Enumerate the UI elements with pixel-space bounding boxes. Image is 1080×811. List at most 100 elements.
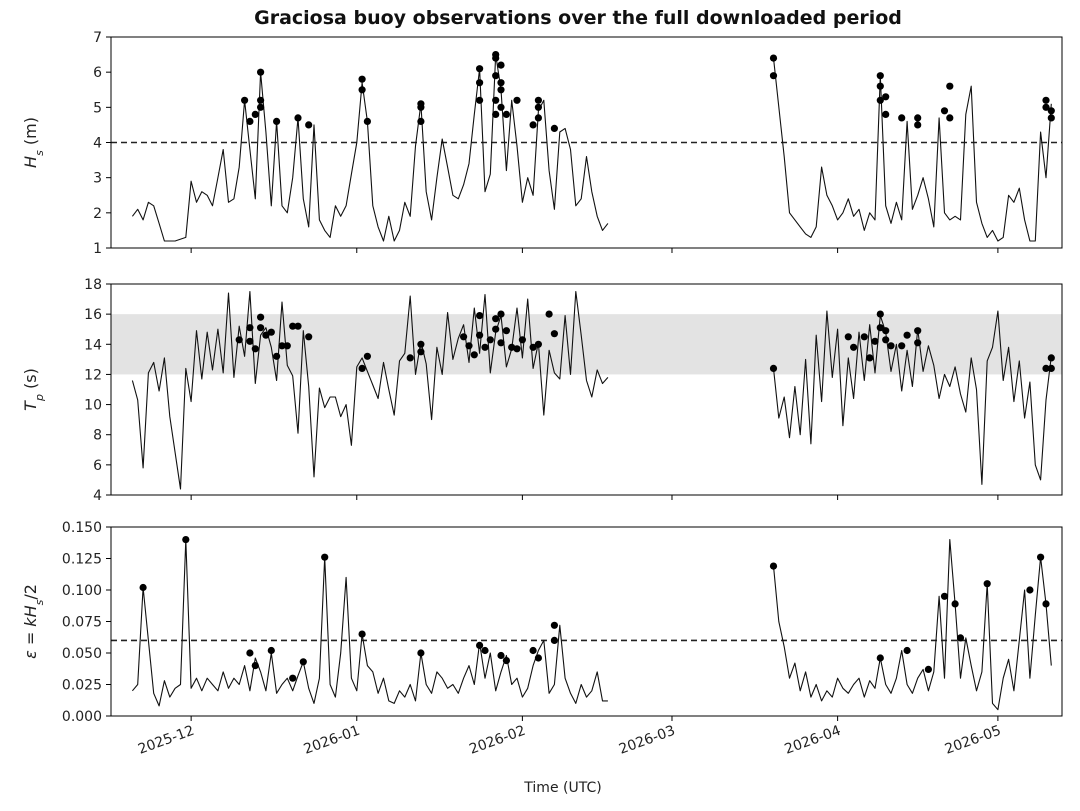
event-marker bbox=[866, 354, 874, 362]
event-marker bbox=[406, 354, 414, 362]
event-marker bbox=[470, 351, 478, 359]
event-marker bbox=[769, 562, 778, 570]
plot-frame bbox=[110, 526, 1063, 717]
x-axis-label: Time (UTC) bbox=[523, 780, 601, 796]
event-marker bbox=[289, 674, 297, 682]
event-marker bbox=[876, 310, 884, 318]
panel-peak-period: 4 6 8 10 12 14 16 18 Tp (s) bbox=[21, 277, 1063, 504]
event-marker bbox=[550, 124, 559, 132]
event-marker bbox=[946, 114, 954, 122]
y-tick-label: 12 bbox=[84, 367, 102, 383]
event-marker bbox=[903, 331, 911, 339]
event-marker bbox=[1047, 364, 1055, 372]
series-line bbox=[131, 54, 609, 242]
event-marker bbox=[460, 333, 468, 341]
y-tick-label: 0.150 bbox=[62, 520, 102, 536]
chart-title: Graciosa buoy observations over the full… bbox=[254, 7, 902, 29]
event-marker bbox=[417, 117, 425, 125]
x-tick-label: 2026-01 bbox=[302, 723, 362, 758]
event-marker bbox=[305, 121, 313, 129]
event-marker bbox=[294, 114, 302, 122]
event-marker bbox=[262, 331, 270, 339]
event-marker bbox=[251, 662, 259, 670]
y-tick-label: 4 bbox=[93, 488, 102, 504]
event-marker bbox=[502, 657, 510, 665]
y-tick-label: 6 bbox=[93, 458, 102, 474]
event-marker bbox=[497, 103, 505, 111]
event-marker bbox=[497, 310, 505, 318]
event-marker bbox=[497, 339, 505, 347]
event-marker bbox=[241, 96, 249, 104]
event-marker bbox=[946, 82, 954, 90]
event-marker bbox=[882, 110, 890, 118]
x-tick-label: 2026-03 bbox=[617, 723, 677, 758]
y-tick-label: 0.025 bbox=[62, 678, 102, 694]
plot-frame bbox=[110, 36, 1063, 249]
event-marker bbox=[876, 654, 884, 662]
event-marker bbox=[251, 345, 259, 353]
event-marker bbox=[246, 117, 254, 125]
event-marker bbox=[882, 327, 890, 335]
y-tick-label: 2 bbox=[93, 206, 102, 222]
y-tick-label: 0.000 bbox=[62, 709, 102, 725]
x-tick-label: 2026-02 bbox=[467, 723, 527, 758]
y-tick-label: 5 bbox=[93, 100, 102, 116]
event-marker bbox=[358, 86, 366, 94]
event-marker bbox=[876, 324, 884, 332]
event-marker bbox=[476, 96, 484, 104]
x-axis-ticks: 2025-12 2026-01 2026-02 2026-03 2026-04 2026-… bbox=[136, 723, 1003, 758]
event-marker bbox=[860, 333, 868, 341]
y-tick-label: 1 bbox=[93, 241, 102, 257]
event-marker bbox=[550, 330, 559, 338]
y-tick-label: 0.050 bbox=[62, 646, 102, 662]
event-marker bbox=[497, 61, 505, 69]
event-marker bbox=[417, 348, 425, 356]
event-marker bbox=[358, 75, 366, 83]
y-tick-label: 7 bbox=[93, 30, 102, 46]
event-marker bbox=[1042, 103, 1050, 111]
event-marker bbox=[871, 337, 879, 345]
x-tick-label: 2026-05 bbox=[943, 723, 1003, 758]
event-marker bbox=[882, 336, 890, 344]
event-marker bbox=[529, 121, 537, 129]
event-marker bbox=[417, 340, 425, 348]
event-marker bbox=[1026, 586, 1034, 594]
event-marker bbox=[898, 342, 906, 350]
y-tick-label: 16 bbox=[84, 307, 102, 323]
event-marker bbox=[492, 54, 500, 62]
event-marker bbox=[492, 96, 500, 104]
y-tick-label: 0.075 bbox=[62, 615, 102, 631]
panel-wave-height: 1 2 3 4 5 6 7 Hs (m) bbox=[21, 30, 1063, 257]
y-tick-label: 0.100 bbox=[62, 583, 102, 599]
event-marker bbox=[363, 352, 371, 360]
x-tick-label: 2025-12 bbox=[136, 723, 196, 758]
event-marker bbox=[1047, 114, 1055, 122]
event-marker bbox=[486, 336, 494, 344]
series-line bbox=[772, 58, 1052, 242]
event-marker bbox=[1042, 364, 1050, 372]
event-marker bbox=[545, 310, 553, 318]
series-line bbox=[131, 539, 608, 707]
event-marker bbox=[850, 343, 858, 351]
event-marker bbox=[182, 536, 190, 544]
event-marker bbox=[513, 96, 521, 104]
event-marker bbox=[534, 114, 543, 122]
event-marker bbox=[1047, 354, 1055, 362]
y-tick-label: 6 bbox=[93, 65, 102, 81]
event-marker bbox=[257, 103, 265, 111]
event-marker bbox=[417, 649, 425, 657]
event-marker bbox=[876, 82, 884, 90]
event-marker bbox=[497, 86, 505, 94]
event-marker bbox=[273, 117, 281, 125]
event-marker bbox=[246, 337, 254, 345]
event-marker bbox=[769, 54, 778, 62]
event-marker bbox=[769, 72, 778, 80]
event-marker bbox=[246, 324, 254, 332]
event-marker bbox=[492, 72, 500, 80]
event-marker bbox=[497, 79, 505, 87]
event-marker bbox=[481, 646, 489, 655]
event-marker bbox=[235, 336, 243, 344]
series-line bbox=[131, 290, 609, 490]
y-tick-label: 3 bbox=[93, 171, 102, 187]
event-marker bbox=[476, 312, 484, 320]
